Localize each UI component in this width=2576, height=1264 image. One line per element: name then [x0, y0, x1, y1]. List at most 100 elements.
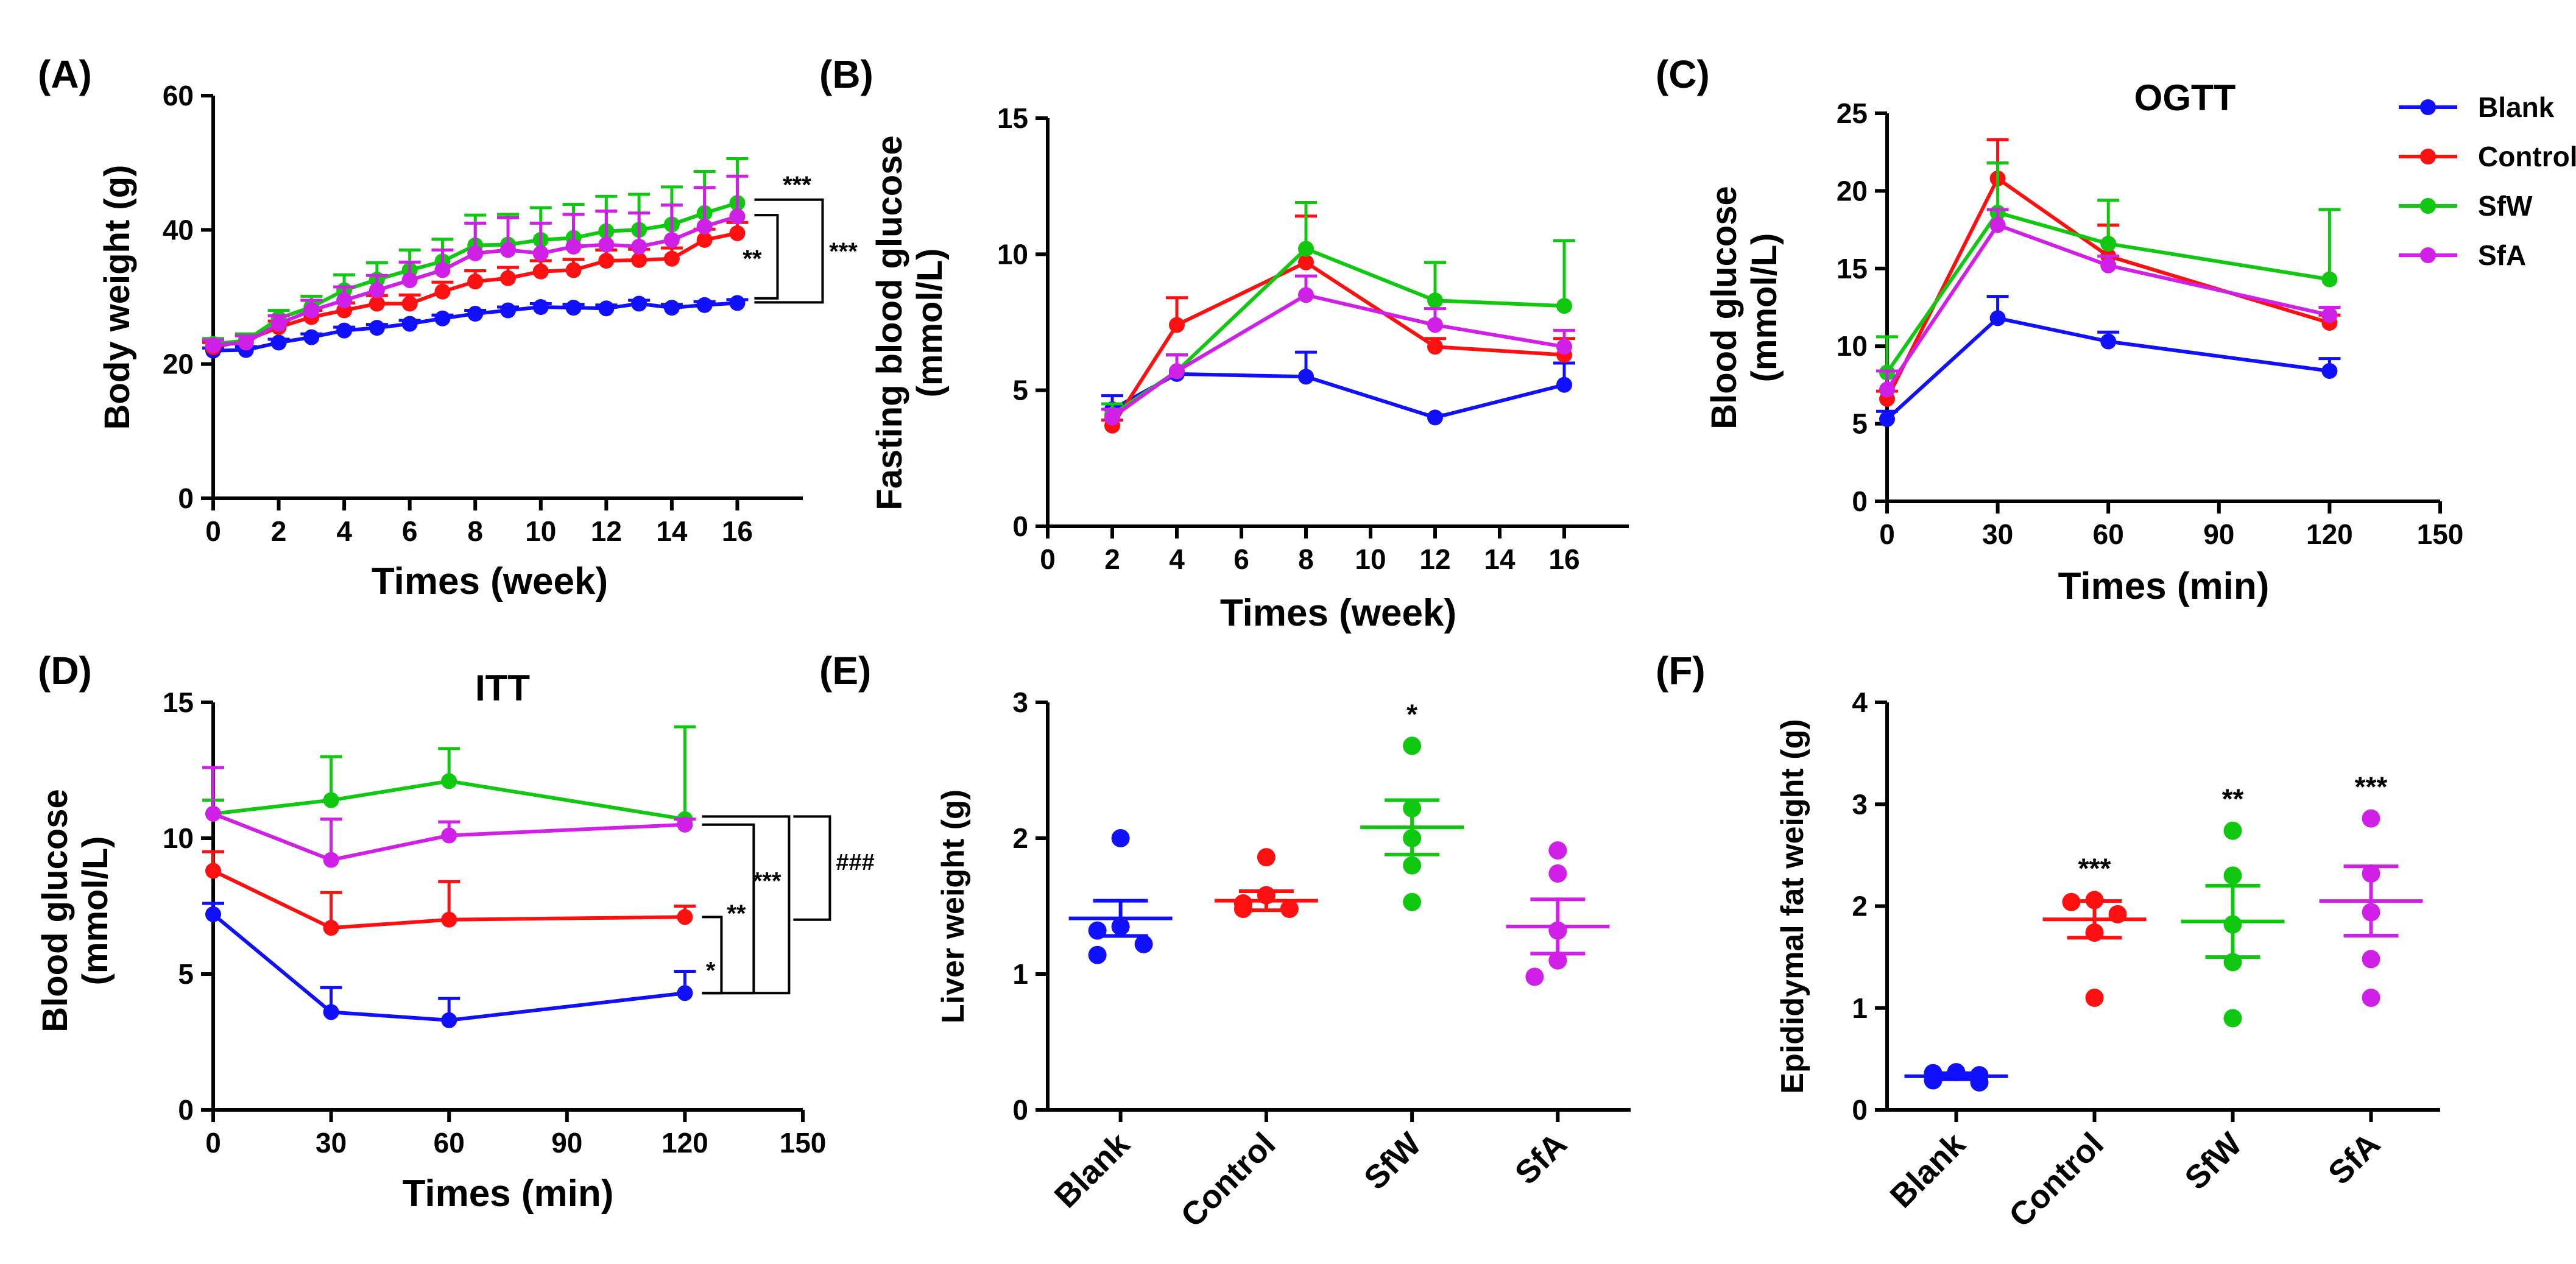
data-point [401, 316, 418, 332]
legend-swatch-marker [2420, 198, 2436, 214]
x-tick-label: 10 [1355, 543, 1386, 575]
data-point [1556, 376, 1572, 393]
data-point [1104, 409, 1120, 426]
data-point [238, 334, 254, 351]
significance-label: *** [753, 867, 782, 894]
data-point [631, 238, 648, 255]
data-point [2100, 333, 2117, 350]
y-tick-label: 0 [1852, 1094, 1868, 1126]
data-point [2223, 1009, 2242, 1028]
x-tick-label: 10 [525, 515, 556, 547]
data-point [1879, 411, 1895, 427]
y-tick-label: 0 [1012, 1094, 1028, 1126]
series-blank [1101, 350, 1575, 426]
y-axis-label: Fasting blood glucose(mmol/L) [870, 135, 950, 510]
data-point [2223, 866, 2242, 885]
data-point [369, 295, 385, 312]
series-sfa [1101, 274, 1575, 426]
y-axis-label-line: (mmol/L) [1745, 233, 1784, 383]
x-tick-label: 6 [402, 515, 418, 547]
data-point [663, 250, 680, 267]
data-point [1427, 339, 1443, 355]
y-tick-label: 1 [1852, 992, 1868, 1024]
y-tick-label: 0 [178, 482, 194, 514]
y-tick-label: 0 [1012, 510, 1028, 542]
data-point [1233, 894, 1252, 913]
data-point [500, 270, 516, 286]
x-tick-label: Blank [1883, 1125, 1973, 1215]
group-sfa: SfA *** [2319, 771, 2423, 1192]
y-tick-label: 4 [1852, 687, 1868, 718]
x-tick-label: SfW [2178, 1126, 2249, 1197]
legend-label: SfA [2478, 239, 2526, 271]
series-blank [1876, 295, 2341, 427]
x-tick-label: 8 [467, 515, 483, 547]
y-tick-label: 25 [1837, 97, 1868, 129]
significance-label: ### [836, 850, 874, 875]
y-axis-label: Epididymal fat weight (g) [1775, 719, 1810, 1093]
data-point [1525, 967, 1544, 986]
chart-epididymal-fat-weight: 0 1 2 3 4 (F) Epididymal fat weight (g) Blank Co… [1656, 649, 2440, 1234]
data-point [677, 816, 693, 833]
x-tick-label: 12 [591, 515, 622, 547]
series-line [212, 812, 685, 862]
data-point [1548, 864, 1567, 883]
data-point [1427, 317, 1443, 333]
data-point [369, 320, 385, 336]
y-axis-label: Blood glucose(mmol/L) [35, 789, 115, 1033]
y-axis-label-line: (mmol/L) [76, 836, 115, 986]
y-axis-label-line: Blood glucose [1704, 186, 1744, 429]
data-point [1111, 829, 1130, 847]
data-point [1088, 945, 1107, 964]
data-point [729, 208, 746, 225]
data-point [205, 906, 221, 922]
y-tick-label: 1 [1012, 958, 1028, 990]
data-point [1556, 298, 1572, 314]
data-point [1298, 287, 1314, 303]
y-axis-label-line: (mmol/L) [910, 249, 950, 398]
y-tick-label: 20 [163, 348, 194, 380]
y-axis-label: Liver weight (g) [936, 789, 971, 1023]
data-point [441, 773, 457, 789]
data-point [1879, 381, 1895, 398]
data-point [500, 242, 516, 258]
data-point [323, 920, 339, 936]
data-point [2321, 362, 2338, 379]
x-tick-label: 2 [1104, 543, 1120, 575]
y-tick-label: 10 [163, 822, 194, 854]
data-point [696, 218, 713, 235]
data-point [2100, 236, 2117, 252]
data-point [205, 805, 221, 822]
series-sfw [202, 725, 696, 827]
x-tick-label: Blank [1048, 1125, 1137, 1215]
significance-bracket [702, 815, 791, 995]
x-tick-label: 0 [1879, 518, 1895, 550]
x-tick-label: 4 [1169, 543, 1185, 575]
data-point [565, 300, 582, 316]
data-point [270, 316, 287, 332]
x-axis-label: Times (week) [1220, 592, 1456, 634]
data-point [598, 236, 615, 253]
y-tick-label: 20 [1837, 175, 1868, 207]
y-tick-label: 60 [163, 80, 194, 111]
x-tick-label: 12 [1419, 543, 1450, 575]
x-tick-label: SfA [1508, 1126, 1574, 1192]
chart-ogtt: 0 5 10 15 20 25 0 30 60 90 120 150 Times (min) (C) Blo… [1656, 52, 2463, 607]
x-tick-label: 30 [316, 1127, 347, 1159]
legend: Blank Control SfW SfA [2399, 91, 2576, 271]
x-tick-label: SfW [1357, 1126, 1428, 1197]
x-axis-label: Times (min) [403, 1173, 614, 1215]
legend-label: Blank [2478, 91, 2555, 123]
x-tick-label: 90 [551, 1127, 582, 1159]
data-point [323, 1004, 339, 1020]
y-axis-label: Blood glucose(mmol/L) [1704, 186, 1784, 429]
data-point [2100, 257, 2117, 274]
legend-swatch-marker [2420, 149, 2436, 164]
y-tick-label: 15 [997, 102, 1028, 134]
data-point [401, 272, 418, 288]
y-tick-label: 2 [1852, 891, 1868, 922]
data-point [1427, 409, 1443, 426]
x-tick-label: 16 [1548, 543, 1579, 575]
series-sfa [1876, 208, 2341, 398]
y-tick-label: 5 [1852, 408, 1868, 440]
